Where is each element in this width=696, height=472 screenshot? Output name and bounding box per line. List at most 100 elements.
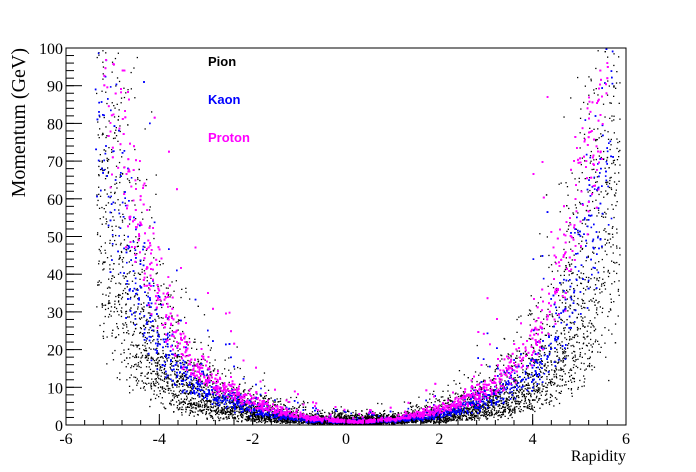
data-point <box>190 386 192 388</box>
data-point <box>411 412 413 414</box>
data-point <box>499 407 501 410</box>
data-point <box>267 401 269 404</box>
data-point <box>200 341 202 344</box>
data-point <box>383 415 385 417</box>
data-point <box>359 416 362 418</box>
data-point <box>238 395 240 397</box>
data-point <box>594 262 597 264</box>
data-point <box>127 330 129 332</box>
data-point <box>241 414 243 416</box>
data-point <box>277 420 279 422</box>
data-point <box>529 324 531 326</box>
data-point <box>103 330 105 333</box>
data-point <box>176 396 179 398</box>
data-point <box>153 339 155 341</box>
data-point <box>566 298 568 300</box>
data-point <box>232 401 234 403</box>
data-point <box>119 255 121 257</box>
data-point <box>186 341 188 343</box>
data-point <box>607 315 609 318</box>
data-point <box>199 406 201 408</box>
data-point <box>129 181 131 184</box>
data-point <box>130 88 132 90</box>
data-point <box>541 384 543 386</box>
data-point <box>538 389 541 391</box>
data-point <box>125 92 127 94</box>
data-point <box>550 283 552 285</box>
data-point <box>294 421 296 423</box>
data-point <box>242 414 244 416</box>
data-point <box>114 107 116 109</box>
data-point <box>136 345 138 347</box>
data-point <box>180 393 182 395</box>
data-point <box>563 365 565 367</box>
data-point <box>282 414 284 416</box>
data-point <box>444 417 447 419</box>
data-point <box>176 405 179 407</box>
data-point <box>101 304 103 306</box>
data-point <box>299 404 301 406</box>
data-point <box>418 409 420 412</box>
data-point <box>144 349 146 352</box>
data-point <box>516 357 518 359</box>
data-point <box>204 396 207 398</box>
data-point <box>98 165 100 168</box>
data-point <box>96 92 98 95</box>
data-point <box>571 381 573 383</box>
data-point <box>201 380 203 382</box>
data-point <box>121 259 123 261</box>
data-point <box>118 296 120 298</box>
data-point <box>473 414 475 416</box>
data-point <box>149 312 151 314</box>
data-point <box>152 335 154 337</box>
data-point <box>608 311 610 313</box>
data-point <box>530 364 532 366</box>
data-point <box>99 218 101 220</box>
data-point <box>535 305 537 307</box>
data-point <box>501 414 503 416</box>
data-point <box>499 379 501 381</box>
data-point <box>501 402 503 404</box>
data-point <box>569 288 571 291</box>
data-point <box>156 347 158 350</box>
data-point <box>122 275 124 277</box>
data-point <box>213 405 215 407</box>
data-point <box>432 393 434 395</box>
data-point <box>256 409 258 411</box>
data-point <box>495 364 498 367</box>
data-point <box>543 318 545 320</box>
data-point <box>108 278 110 280</box>
data-point <box>182 364 184 366</box>
data-point <box>593 128 595 130</box>
data-point <box>540 394 542 396</box>
data-point <box>96 56 98 59</box>
data-point <box>435 398 437 400</box>
data-point <box>595 312 598 314</box>
data-point <box>180 398 182 400</box>
data-point <box>529 310 532 312</box>
data-point <box>240 413 242 416</box>
data-point <box>603 271 605 273</box>
data-point <box>492 397 494 399</box>
data-point <box>204 383 207 385</box>
data-point <box>197 379 200 382</box>
data-point <box>192 384 194 386</box>
data-point <box>251 397 253 399</box>
data-point <box>117 199 119 201</box>
data-point <box>282 421 284 423</box>
data-point <box>221 413 223 415</box>
data-point <box>513 389 515 392</box>
data-point <box>416 413 418 415</box>
data-point <box>139 318 141 320</box>
data-point <box>598 231 600 233</box>
data-point <box>228 411 230 413</box>
data-point <box>449 406 451 408</box>
data-point <box>256 421 258 424</box>
data-point <box>290 421 292 424</box>
data-point <box>504 408 507 410</box>
data-point <box>606 193 608 196</box>
data-point <box>592 251 594 253</box>
data-point <box>118 257 121 259</box>
data-point <box>99 168 102 171</box>
data-point <box>182 362 184 364</box>
